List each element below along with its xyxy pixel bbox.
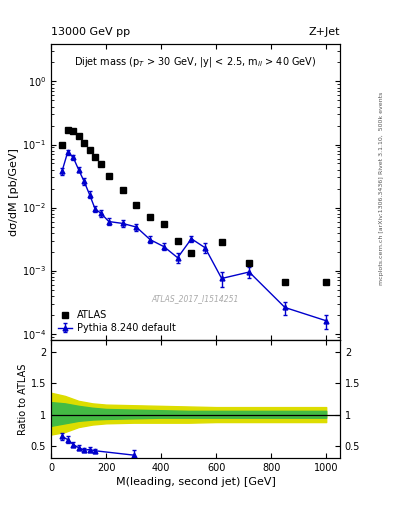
ATLAS <box>219 239 224 245</box>
Y-axis label: dσ/dM [pb/GeV]: dσ/dM [pb/GeV] <box>9 147 19 236</box>
ATLAS <box>120 187 125 193</box>
ATLAS <box>324 280 329 286</box>
ATLAS <box>175 238 180 244</box>
X-axis label: M(leading, second jet) [GeV]: M(leading, second jet) [GeV] <box>116 477 275 487</box>
ATLAS <box>76 133 81 139</box>
Line: ATLAS: ATLAS <box>59 127 329 286</box>
Text: ATLAS_2017_I1514251: ATLAS_2017_I1514251 <box>152 294 239 303</box>
Text: Z+Jet: Z+Jet <box>309 27 340 37</box>
ATLAS <box>189 250 194 256</box>
Legend: ATLAS, Pythia 8.240 default: ATLAS, Pythia 8.240 default <box>56 308 178 335</box>
ATLAS <box>162 221 166 227</box>
Text: Rivet 3.1.10,  500k events: Rivet 3.1.10, 500k events <box>379 92 384 174</box>
ATLAS <box>65 127 70 133</box>
ATLAS <box>93 154 97 160</box>
ATLAS <box>283 280 287 286</box>
ATLAS <box>87 147 92 153</box>
ATLAS <box>148 214 152 220</box>
Y-axis label: Ratio to ATLAS: Ratio to ATLAS <box>18 364 28 435</box>
ATLAS <box>134 202 139 208</box>
ATLAS <box>98 161 103 167</box>
Text: mcplots.cern.ch [arXiv:1306.3436]: mcplots.cern.ch [arXiv:1306.3436] <box>379 176 384 285</box>
ATLAS <box>71 127 75 134</box>
Text: Dijet mass (p$_T$ > 30 GeV, |y| < 2.5, m$_{ll}$ > 40 GeV): Dijet mass (p$_T$ > 30 GeV, |y| < 2.5, m… <box>74 55 317 69</box>
ATLAS <box>107 173 111 179</box>
Text: 13000 GeV pp: 13000 GeV pp <box>51 27 130 37</box>
ATLAS <box>247 260 252 266</box>
ATLAS <box>60 141 64 147</box>
ATLAS <box>82 140 86 146</box>
